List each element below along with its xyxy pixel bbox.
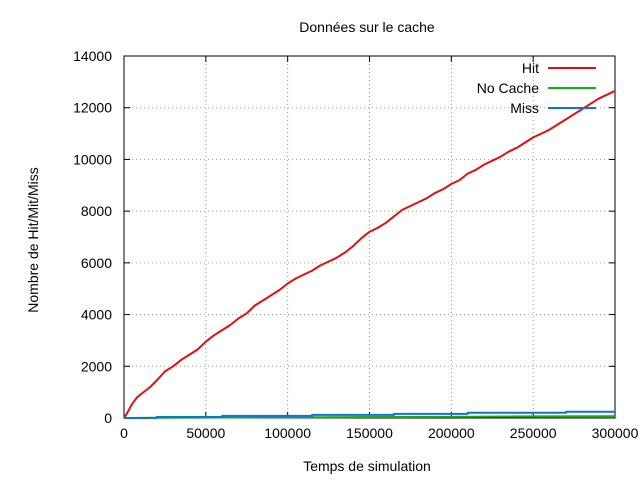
y-tick-label: 10000 xyxy=(73,151,112,167)
series-line-miss xyxy=(124,410,615,419)
x-tick-label: 0 xyxy=(120,425,128,441)
y-tick-label: 0 xyxy=(104,410,112,426)
chart-title: Données sur le cache xyxy=(299,19,435,35)
series-lines xyxy=(123,89,616,419)
y-tick-label: 14000 xyxy=(73,48,112,64)
x-tick-label: 200000 xyxy=(428,425,475,441)
y-tick-label: 8000 xyxy=(81,203,112,219)
legend-label-miss: Miss xyxy=(510,100,539,116)
tick-labels: 0 50000 100000 150000 200000 250000 300000 0 200… xyxy=(73,48,639,441)
grid-lines xyxy=(124,56,615,418)
y-tick-label: 6000 xyxy=(81,255,112,271)
x-tick-label: 100000 xyxy=(264,425,311,441)
legend: Hit No Cache Miss xyxy=(477,60,596,116)
series-line-hit xyxy=(123,89,616,419)
x-tick-label: 300000 xyxy=(592,425,639,441)
legend-label-hit: Hit xyxy=(522,60,539,76)
x-tick-label: 50000 xyxy=(186,425,225,441)
y-tick-label: 4000 xyxy=(81,307,112,323)
y-tick-label: 12000 xyxy=(73,100,112,116)
y-tick-label: 2000 xyxy=(81,358,112,374)
x-tick-label: 150000 xyxy=(346,425,393,441)
x-tick-label: 250000 xyxy=(510,425,557,441)
x-axis-label: Temps de simulation xyxy=(303,458,431,474)
legend-label-no-cache: No Cache xyxy=(477,80,539,96)
y-axis-label: Nombre de Hit/Mit/Miss xyxy=(25,167,41,312)
